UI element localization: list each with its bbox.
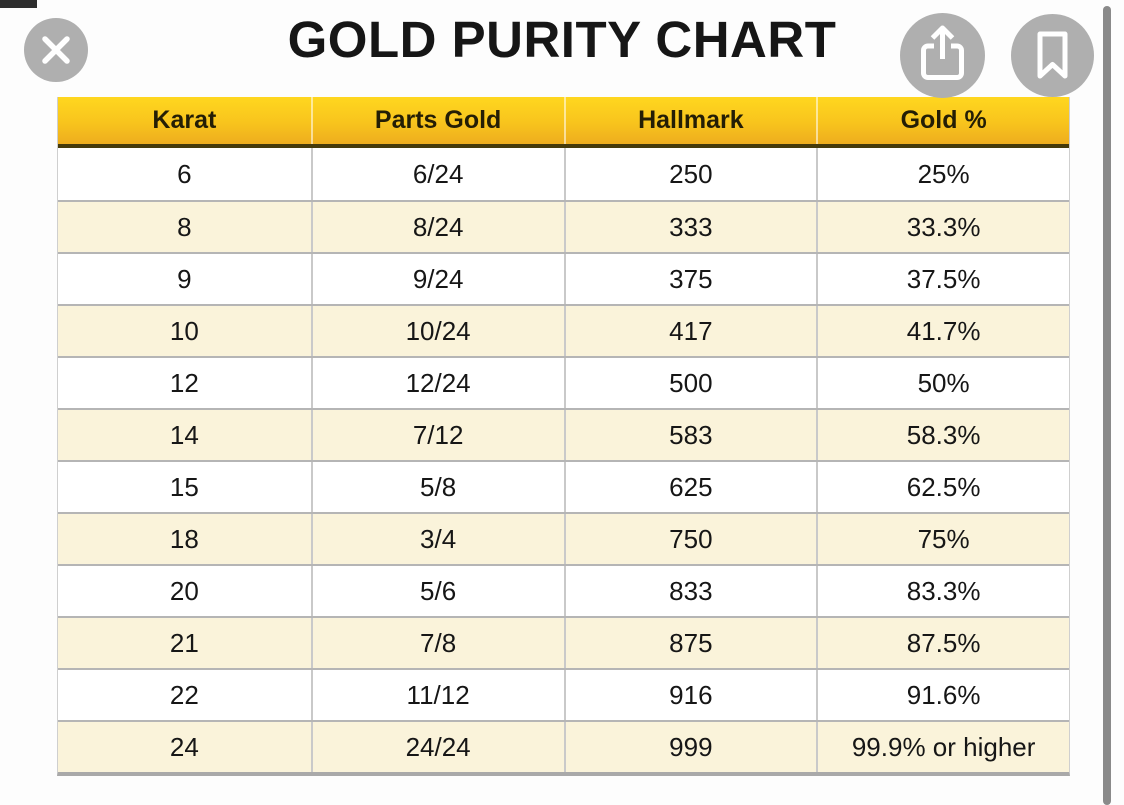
cell-hallmark: 250 (563, 148, 817, 200)
column-header-karat: Karat (152, 106, 217, 134)
table-row: 8 8/24 333 33.3% (58, 200, 1069, 252)
cell-karat: 9 (177, 263, 192, 294)
column-header-gold-percent: Gold % (816, 97, 1069, 144)
cell-karat: 6 (177, 158, 192, 189)
cell-gold-percent: 62.5% (816, 462, 1069, 512)
cell-hallmark: 625 (563, 462, 817, 512)
cell-parts-gold: 5/8 (310, 462, 564, 512)
close-icon (24, 18, 88, 82)
cell-parts-gold: 11/12 (310, 670, 564, 720)
cell-hallmark: 583 (563, 410, 817, 460)
table-row: 9 9/24 375 37.5% (58, 252, 1069, 304)
cell-gold-percent: 83.3% (816, 566, 1069, 616)
cell-karat: 14 (169, 419, 199, 450)
table-row: 22 11/12 916 91.6% (58, 668, 1069, 720)
cell-hallmark: 500 (563, 358, 817, 408)
cell-hallmark: 333 (563, 202, 817, 252)
cell-karat: 8 (177, 211, 192, 242)
page-title: GOLD PURITY CHART (287, 11, 837, 68)
table-row: 12 12/24 500 50% (58, 356, 1069, 408)
cell-gold-percent: 41.7% (816, 306, 1069, 356)
bookmark-button[interactable] (1011, 14, 1094, 97)
cell-gold-percent: 25% (816, 148, 1069, 200)
cell-gold-percent: 99.9% or higher (816, 722, 1069, 772)
cell-hallmark: 916 (563, 670, 817, 720)
cell-hallmark: 999 (563, 722, 817, 772)
cell-hallmark: 417 (563, 306, 817, 356)
cell-parts-gold: 5/6 (310, 566, 564, 616)
cell-parts-gold: 9/24 (310, 254, 564, 304)
cell-hallmark: 833 (563, 566, 817, 616)
cell-karat: 10 (169, 315, 199, 346)
share-icon (900, 13, 985, 98)
cell-parts-gold: 7/12 (310, 410, 564, 460)
table-row: 6 6/24 250 25% (58, 148, 1069, 200)
table-header-row: Karat Parts Gold Hallmark Gold % (58, 97, 1069, 148)
cell-gold-percent: 37.5% (816, 254, 1069, 304)
corner-strip (0, 0, 37, 8)
cell-parts-gold: 10/24 (310, 306, 564, 356)
cell-karat: 20 (169, 575, 199, 606)
cell-parts-gold: 3/4 (310, 514, 564, 564)
cell-gold-percent: 75% (816, 514, 1069, 564)
cell-parts-gold: 24/24 (310, 722, 564, 772)
table-row: 18 3/4 750 75% (58, 512, 1069, 564)
cell-parts-gold: 6/24 (310, 148, 564, 200)
cell-parts-gold: 7/8 (310, 618, 564, 668)
table-row: 10 10/24 417 41.7% (58, 304, 1069, 356)
cell-gold-percent: 91.6% (816, 670, 1069, 720)
table-row: 24 24/24 999 99.9% or higher (58, 720, 1069, 772)
vertical-scrollbar[interactable] (1103, 6, 1111, 805)
table-row: 20 5/6 833 83.3% (58, 564, 1069, 616)
cell-hallmark: 875 (563, 618, 817, 668)
cell-hallmark: 375 (563, 254, 817, 304)
share-button[interactable] (900, 13, 985, 98)
column-header-hallmark: Hallmark (563, 97, 817, 144)
table-row: 15 5/8 625 62.5% (58, 460, 1069, 512)
cell-karat: 24 (169, 731, 199, 762)
cell-gold-percent: 50% (816, 358, 1069, 408)
cell-parts-gold: 8/24 (310, 202, 564, 252)
gold-purity-table: Karat Parts Gold Hallmark Gold % 6 6/24 25… (57, 97, 1070, 776)
table-row: 21 7/8 875 87.5% (58, 616, 1069, 668)
cell-gold-percent: 58.3% (816, 410, 1069, 460)
close-button[interactable] (24, 18, 88, 82)
cell-karat: 15 (169, 471, 199, 502)
cell-karat: 18 (169, 523, 199, 554)
cell-karat: 21 (169, 627, 199, 658)
cell-hallmark: 750 (563, 514, 817, 564)
table-row: 14 7/12 583 58.3% (58, 408, 1069, 460)
cell-gold-percent: 87.5% (816, 618, 1069, 668)
cell-karat: 22 (169, 679, 199, 710)
bookmark-icon (1011, 14, 1094, 97)
cell-gold-percent: 33.3% (816, 202, 1069, 252)
cell-karat: 12 (169, 367, 199, 398)
column-header-parts-gold: Parts Gold (310, 97, 564, 144)
table-body: 6 6/24 250 25% 8 8/24 333 33.3% 9 9/24 375 37.5% 10 1… (58, 148, 1069, 772)
cell-parts-gold: 12/24 (310, 358, 564, 408)
